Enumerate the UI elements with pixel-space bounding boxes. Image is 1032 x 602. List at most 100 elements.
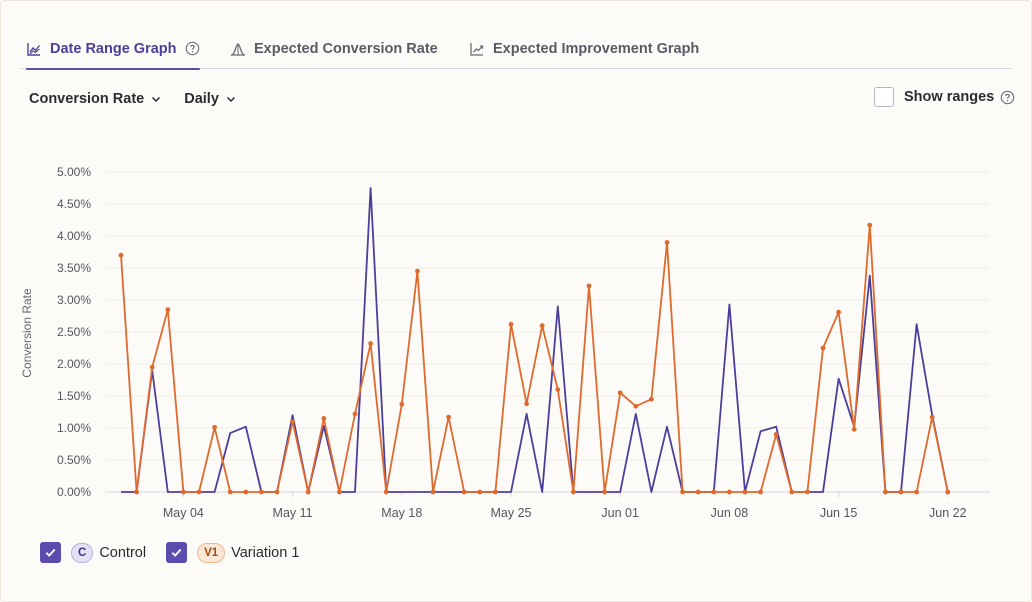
data-point[interactable]	[586, 283, 592, 289]
show-ranges-label: Show ranges	[904, 89, 995, 105]
data-point[interactable]	[399, 401, 405, 407]
data-point[interactable]	[524, 401, 529, 407]
data-point[interactable]	[711, 489, 717, 495]
data-point[interactable]	[929, 414, 935, 420]
data-point[interactable]	[243, 489, 249, 495]
data-point[interactable]	[555, 387, 561, 392]
data-point[interactable]	[383, 489, 389, 495]
data-point[interactable]	[290, 419, 295, 424]
y-tick-label: 4.50%	[57, 197, 91, 211]
data-point[interactable]	[945, 489, 951, 495]
metric-dropdown[interactable]: Conversion Rate	[29, 88, 162, 110]
data-point[interactable]	[508, 321, 514, 327]
variation-1-checkbox[interactable]	[166, 542, 188, 563]
grid-lines	[105, 171, 990, 493]
data-point[interactable]	[415, 268, 420, 274]
variation-1-label: Variation 1	[231, 544, 300, 561]
data-point[interactable]	[181, 489, 186, 495]
tab-expected-improvement-graph[interactable]: Expected Improvement Graph	[469, 28, 699, 69]
data-point[interactable]	[461, 489, 467, 495]
data-point[interactable]	[727, 489, 732, 495]
tab-label: Expected Conversion Rate	[254, 40, 438, 57]
help-icon[interactable]	[1000, 90, 1015, 105]
control-label: Control	[99, 544, 147, 561]
metric-dropdown-label: Conversion Rate	[29, 91, 145, 107]
data-point[interactable]	[898, 489, 904, 495]
tab-expected-conversion-rate[interactable]: Expected Conversion Rate	[230, 28, 438, 69]
data-point[interactable]	[664, 240, 670, 245]
chart-controls: Conversion Rate Daily	[29, 88, 237, 110]
data-point[interactable]	[118, 252, 124, 258]
legend-item-control[interactable]: C Control	[40, 542, 146, 563]
data-point[interactable]	[680, 489, 685, 495]
data-point[interactable]	[196, 489, 202, 495]
legend: C Control V1 Variation 1	[40, 542, 319, 563]
tab-date-range-graph[interactable]: Date Range Graph	[26, 28, 200, 70]
data-point[interactable]	[259, 489, 264, 495]
x-tick-label: Jun 22	[929, 506, 967, 520]
x-tick-label: May 18	[381, 506, 422, 520]
x-axis: May 04 May 11 May 18 May 25 Jun 01 Jun 08 Jun …	[163, 492, 967, 520]
show-ranges-checkbox[interactable]	[874, 87, 894, 107]
y-tick-label: 3.50%	[57, 261, 91, 275]
y-tick-label: 2.50%	[57, 325, 91, 339]
data-point[interactable]	[134, 489, 140, 495]
data-point[interactable]	[649, 396, 654, 402]
data-point[interactable]	[493, 489, 498, 495]
x-tick-label: Jun 01	[601, 506, 639, 520]
data-point[interactable]	[633, 403, 639, 409]
data-point[interactable]	[149, 364, 155, 370]
data-point[interactable]	[773, 432, 779, 437]
control-checkbox[interactable]	[40, 542, 61, 563]
data-point[interactable]	[539, 323, 545, 328]
x-tick-label: May 04	[163, 506, 204, 520]
data-point[interactable]	[914, 489, 919, 495]
data-point[interactable]	[446, 414, 451, 420]
data-point[interactable]	[836, 309, 841, 315]
series-line	[120, 224, 949, 493]
data-point[interactable]	[352, 411, 358, 417]
data-point[interactable]	[805, 489, 810, 495]
data-point[interactable]	[477, 489, 483, 495]
y-tick-label: 3.00%	[57, 293, 91, 307]
x-tick-label: Jun 15	[820, 506, 858, 520]
data-point[interactable]	[742, 489, 748, 495]
bell-curve-icon	[231, 42, 245, 56]
chevron-down-icon	[152, 96, 161, 103]
data-point[interactable]	[368, 341, 373, 346]
tab-label: Expected Improvement Graph	[493, 40, 700, 57]
show-ranges-toggle: Show ranges	[874, 87, 1015, 107]
data-series	[118, 187, 951, 495]
y-tick-label: 1.00%	[57, 421, 91, 435]
x-tick-label: Jun 08	[711, 506, 749, 520]
data-point[interactable]	[867, 222, 873, 228]
data-point[interactable]	[820, 345, 826, 351]
interval-dropdown[interactable]: Daily	[184, 88, 237, 110]
y-tick-label: 0.00%	[57, 485, 91, 499]
help-icon[interactable]	[185, 41, 200, 56]
data-point[interactable]	[321, 416, 327, 421]
control-badge: C	[71, 542, 94, 563]
data-point[interactable]	[227, 489, 233, 495]
interval-dropdown-label: Daily	[184, 91, 219, 107]
data-point[interactable]	[695, 489, 701, 495]
series-line	[121, 187, 949, 493]
data-point[interactable]	[789, 489, 795, 495]
data-point[interactable]	[430, 489, 436, 495]
y-tick-label: 5.00%	[57, 165, 91, 179]
data-point[interactable]	[602, 489, 607, 495]
legend-item-variation-1[interactable]: V1 Variation 1	[166, 542, 299, 563]
data-point[interactable]	[337, 489, 342, 495]
data-point[interactable]	[883, 489, 888, 495]
data-point[interactable]	[758, 489, 763, 495]
data-point[interactable]	[305, 489, 311, 495]
data-point[interactable]	[851, 426, 857, 432]
variation-1-badge: V1	[197, 542, 226, 563]
data-point[interactable]	[571, 489, 576, 495]
data-point[interactable]	[274, 489, 280, 495]
data-point[interactable]	[617, 390, 623, 396]
graph-tabs: Date Range Graph Expected Conversion Rat…	[21, 28, 1012, 70]
data-point[interactable]	[165, 307, 171, 312]
data-point[interactable]	[212, 424, 218, 430]
